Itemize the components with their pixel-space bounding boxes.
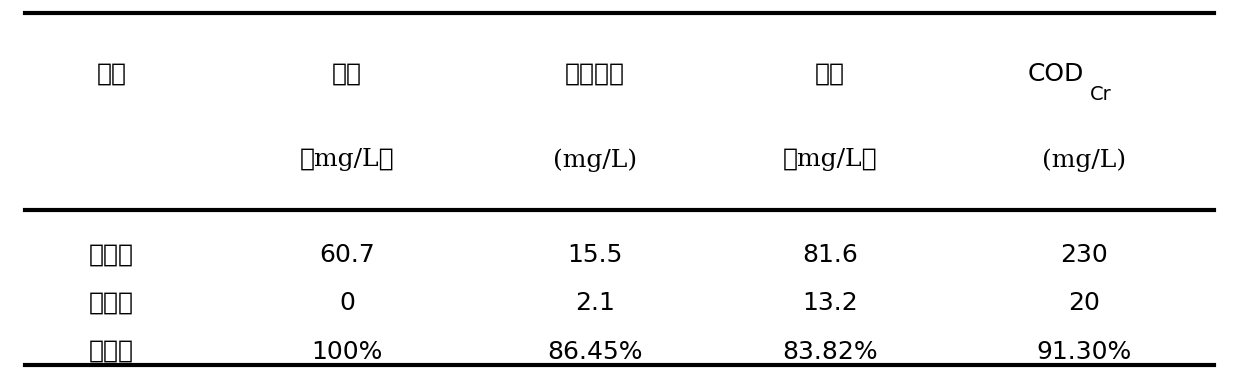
Text: 81.6: 81.6 [802, 243, 859, 267]
Text: 去除率: 去除率 [89, 340, 134, 363]
Text: (mg/L): (mg/L) [553, 148, 637, 172]
Text: 230: 230 [1061, 243, 1108, 267]
Text: 100%: 100% [311, 340, 383, 363]
Text: Cr: Cr [1090, 85, 1113, 105]
Text: (mg/L): (mg/L) [1042, 148, 1126, 172]
Text: 指标: 指标 [97, 63, 126, 86]
Text: 处理后: 处理后 [89, 292, 134, 315]
Text: 2.1: 2.1 [575, 291, 615, 315]
Text: 氨氮: 氨氮 [332, 63, 362, 86]
Text: 硝酸盐氮: 硝酸盐氮 [565, 63, 624, 86]
Text: 86.45%: 86.45% [546, 340, 643, 363]
Text: （mg/L）: （mg/L） [783, 148, 877, 171]
Text: 60.7: 60.7 [320, 243, 374, 267]
Text: 20: 20 [1068, 291, 1100, 315]
Text: 15.5: 15.5 [567, 243, 622, 267]
Text: （mg/L）: （mg/L） [300, 148, 394, 171]
Text: COD: COD [1027, 62, 1084, 86]
Text: 83.82%: 83.82% [782, 340, 878, 363]
Text: 总氮: 总氮 [815, 63, 845, 86]
Text: 91.30%: 91.30% [1037, 340, 1131, 363]
Text: 0: 0 [339, 291, 354, 315]
Text: 13.2: 13.2 [803, 291, 857, 315]
Text: 处理前: 处理前 [89, 243, 134, 266]
